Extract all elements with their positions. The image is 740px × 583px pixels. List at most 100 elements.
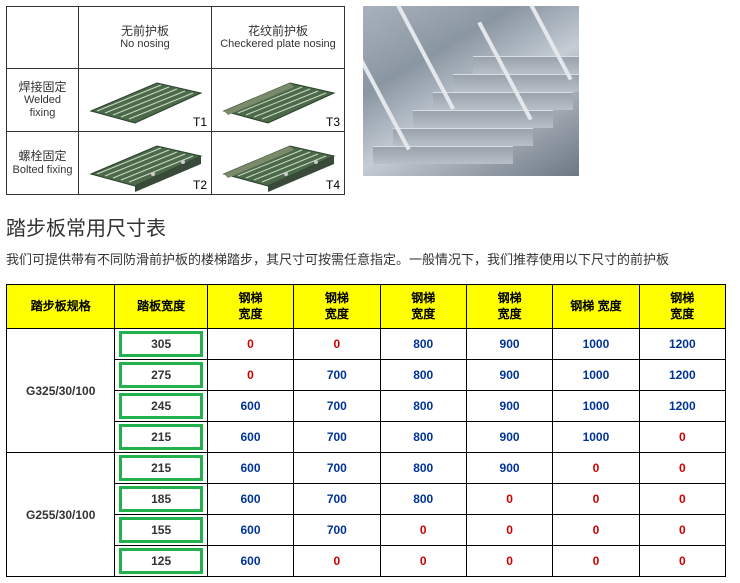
value-cell: 0: [294, 329, 380, 360]
value-cell: 900: [466, 453, 552, 484]
tread-icon: [216, 71, 340, 129]
page-subtitle: 我们可提供带有不同防滑前护板的楼梯踏步，其尺寸可按需任意指定。一般情况下，我们推…: [6, 249, 734, 268]
value-cell: 0: [553, 453, 639, 484]
th-c4: 钢梯宽度: [466, 285, 552, 329]
value-cell: 800: [380, 422, 466, 453]
diagram-row1-header: 焊接固定 Welded fixing: [7, 69, 79, 132]
page-title: 踏步板常用尺寸表: [6, 213, 734, 245]
th-c2: 钢梯宽度: [294, 285, 380, 329]
value-cell: 600: [207, 453, 293, 484]
diagram-cell-t1: T1: [79, 69, 212, 132]
value-cell: 900: [466, 422, 552, 453]
value-cell: 1200: [639, 329, 725, 360]
value-cell: 600: [207, 484, 293, 515]
col2-en: Checkered plate nosing: [216, 38, 340, 51]
top-row: 无前护板 No nosing 花纹前护板 Checkered plate nos…: [6, 6, 734, 195]
table-row: G255/30/10021560070080090000: [7, 453, 726, 484]
value-cell: 1000: [553, 329, 639, 360]
value-cell: 0: [639, 422, 725, 453]
value-cell: 600: [207, 515, 293, 546]
value-cell: 900: [466, 329, 552, 360]
t1-label: T1: [193, 115, 207, 129]
value-cell: 800: [380, 484, 466, 515]
value-cell: 1200: [639, 391, 725, 422]
row2-cn: 螺栓固定: [11, 149, 74, 163]
th-c3: 钢梯宽度: [380, 285, 466, 329]
value-cell: 0: [639, 484, 725, 515]
value-cell: 1200: [639, 360, 725, 391]
value-cell: 0: [380, 546, 466, 577]
th-c6: 钢梯宽度: [639, 285, 725, 329]
col1-en: No nosing: [83, 38, 207, 51]
col1-cn: 无前护板: [83, 24, 207, 38]
staircase-photo: [363, 6, 579, 176]
diagram-col2-header: 花纹前护板 Checkered plate nosing: [212, 7, 345, 69]
tread-width-cell: 275: [115, 360, 207, 391]
value-cell: 800: [380, 329, 466, 360]
diagram-cell-t4: T4: [212, 132, 345, 195]
value-cell: 0: [553, 515, 639, 546]
spec1-label: G325/30/100: [7, 329, 115, 453]
table-row: 185600700800000: [7, 484, 726, 515]
tread-icon: [83, 71, 207, 129]
tread-width-cell: 125: [115, 546, 207, 577]
value-cell: 800: [380, 391, 466, 422]
diagram-row2-header: 螺栓固定 Bolted fixing: [7, 132, 79, 195]
value-cell: 1000: [553, 422, 639, 453]
th-spec: 踏步板规格: [7, 285, 115, 329]
value-cell: 1000: [553, 360, 639, 391]
title-block: 踏步板常用尺寸表: [6, 213, 734, 245]
row1-cn: 焊接固定: [11, 80, 74, 94]
value-cell: 700: [294, 360, 380, 391]
value-cell: 0: [639, 546, 725, 577]
tread-icon: [216, 134, 340, 192]
value-cell: 700: [294, 391, 380, 422]
col2-cn: 花纹前护板: [216, 24, 340, 38]
t4-label: T4: [326, 178, 340, 192]
value-cell: 700: [294, 484, 380, 515]
table-row: G325/30/1003050080090010001200: [7, 329, 726, 360]
table-row: 275070080090010001200: [7, 360, 726, 391]
row1-en: Welded fixing: [11, 94, 74, 120]
t3-label: T3: [326, 115, 340, 129]
spec2-label: G255/30/100: [7, 453, 115, 577]
tread-width-cell: 245: [115, 391, 207, 422]
tread-width-cell: 155: [115, 515, 207, 546]
value-cell: 600: [207, 422, 293, 453]
value-cell: 600: [207, 546, 293, 577]
t2-label: T2: [193, 178, 207, 192]
value-cell: 0: [553, 484, 639, 515]
th-c1: 钢梯宽度: [207, 285, 293, 329]
value-cell: 0: [380, 515, 466, 546]
table-row: 24560070080090010001200: [7, 391, 726, 422]
value-cell: 700: [294, 453, 380, 484]
tread-icon: [83, 134, 207, 192]
value-cell: 900: [466, 391, 552, 422]
tread-width-cell: 215: [115, 422, 207, 453]
diagram-grid: 无前护板 No nosing 花纹前护板 Checkered plate nos…: [6, 6, 345, 195]
value-cell: 800: [380, 453, 466, 484]
value-cell: 0: [466, 546, 552, 577]
value-cell: 700: [294, 422, 380, 453]
spec-table: 踏步板规格 踏板宽度 钢梯宽度 钢梯宽度 钢梯宽度 钢梯宽度 钢梯 宽度 钢梯宽…: [6, 284, 726, 577]
value-cell: 0: [294, 546, 380, 577]
value-cell: 700: [294, 515, 380, 546]
value-cell: 0: [639, 515, 725, 546]
value-cell: 1000: [553, 391, 639, 422]
diagram-col1-header: 无前护板 No nosing: [79, 7, 212, 69]
table-row: 1556007000000: [7, 515, 726, 546]
value-cell: 0: [639, 453, 725, 484]
value-cell: 0: [207, 329, 293, 360]
table-row: 12560000000: [7, 546, 726, 577]
diagram-corner: [7, 7, 79, 69]
table-row: 21560070080090010000: [7, 422, 726, 453]
value-cell: 0: [207, 360, 293, 391]
value-cell: 900: [466, 360, 552, 391]
th-c5: 钢梯 宽度: [553, 285, 639, 329]
value-cell: 0: [466, 484, 552, 515]
diagram-cell-t3: T3: [212, 69, 345, 132]
value-cell: 600: [207, 391, 293, 422]
tread-width-cell: 215: [115, 453, 207, 484]
value-cell: 0: [553, 546, 639, 577]
tread-width-cell: 185: [115, 484, 207, 515]
